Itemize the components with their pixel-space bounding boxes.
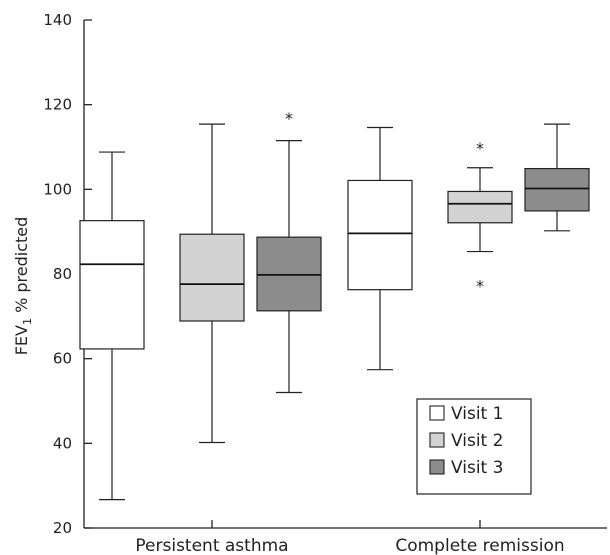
box-1-visit-1 [79,151,145,501]
y-axis-label-rest: % predicted [12,217,31,318]
box-2-visit-1 [347,126,413,371]
outlier-0: * [285,109,293,128]
box-iqr [447,190,513,224]
box-iqr [179,233,245,322]
box-1-visit-3: * [256,109,322,394]
legend-label-visit-3: Visit 3 [451,458,503,478]
y-tick-label-140: 140 [43,11,72,29]
x-tick-label-0: Persistent asthma [135,536,288,555]
legend-swatch-visit-1 [429,405,445,421]
axes: 20 40 60 80 100 120 140 Persistent asthma Comple… [43,11,607,555]
y-axis-label-sub: 1 [21,318,34,325]
y-tick-label-100: 100 [43,180,72,198]
y-tick-label-120: 120 [43,96,72,114]
legend-swatch-visit-3 [429,459,445,475]
boxes: *** [79,109,590,501]
box-iqr [79,220,145,350]
legend-label-visit-2: Visit 2 [451,431,503,451]
y-tick-label-60: 60 [53,350,72,368]
y-tick-label-80: 80 [53,265,72,283]
y-tick-label-20: 20 [53,519,72,537]
box-iqr [347,179,413,291]
outlier-1: * [476,276,484,295]
y-axis-label-main: FEV [12,325,31,355]
box-iqr [524,167,590,212]
legend: Visit 1 Visit 2 Visit 3 [416,398,532,495]
box-2-visit-3 [524,123,590,232]
y-axis-label: FEV1 % predicted [12,217,34,356]
y-tick-label-40: 40 [53,434,72,452]
legend-label-visit-1: Visit 1 [451,404,503,424]
box-1-visit-2 [179,123,245,444]
x-tick-label-1: Complete remission [395,536,564,555]
legend-swatch-visit-2 [429,432,445,448]
box-2-visit-2: ** [447,139,513,295]
outlier-0: * [476,139,484,158]
